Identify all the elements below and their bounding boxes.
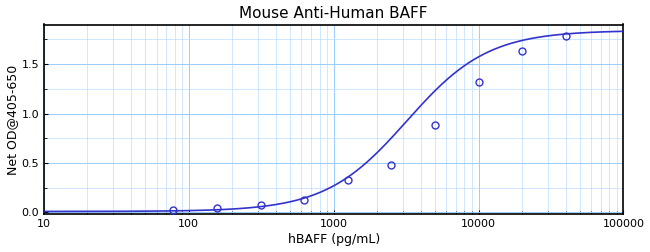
Y-axis label: Net OD@405-650: Net OD@405-650 bbox=[6, 64, 19, 175]
X-axis label: hBAFF (pg/mL): hBAFF (pg/mL) bbox=[287, 233, 380, 246]
Title: Mouse Anti-Human BAFF: Mouse Anti-Human BAFF bbox=[239, 6, 428, 21]
